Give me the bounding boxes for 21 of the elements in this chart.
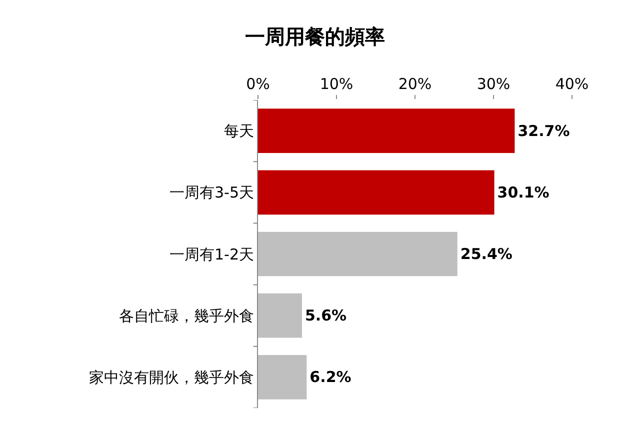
x-tick-label: 20% — [398, 75, 432, 93]
bar — [258, 108, 515, 153]
data-label: 5.6% — [304, 306, 347, 325]
y-tick-label: 每天 — [224, 122, 254, 140]
data-label: 30.1% — [497, 183, 550, 202]
data-label: 25.4% — [460, 245, 512, 263]
bar — [258, 293, 302, 338]
bar — [258, 355, 307, 400]
data-label: 6.2% — [310, 368, 352, 386]
x-tick-label: 30% — [476, 75, 510, 93]
chart-title: 一周用餐的頻率 — [245, 24, 385, 49]
y-tick-label: 家中沒有開伙，幾乎外食 — [89, 368, 254, 386]
y-tick-label: 一周有1-2天 — [170, 245, 254, 264]
x-tick-label: 10% — [320, 75, 354, 93]
data-label: 32.7% — [518, 122, 570, 140]
x-tick-label: 0% — [246, 75, 270, 93]
bar — [258, 170, 494, 215]
y-tick-label: 一周有3-5天 — [170, 184, 254, 202]
bar — [258, 232, 458, 276]
x-tick-label: 40% — [555, 75, 589, 93]
y-tick-label: 各自忙碌，幾乎外食 — [119, 306, 254, 325]
